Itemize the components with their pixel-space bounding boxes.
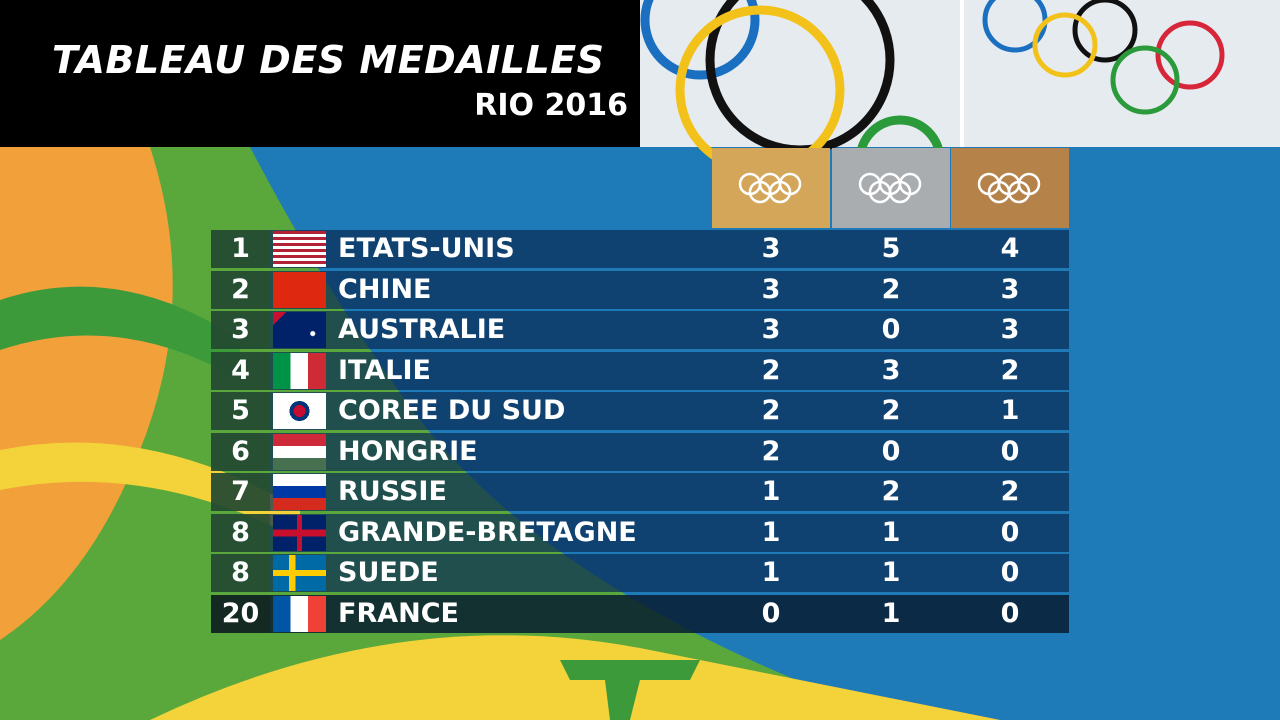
bronze-count: 1 xyxy=(1000,395,1020,426)
flag xyxy=(273,514,326,551)
table-row: 7 RUSSIE 1 2 2 xyxy=(211,473,1069,511)
rings-icon xyxy=(977,172,1041,204)
table-row: 4 ITALIE 2 3 2 xyxy=(211,351,1069,390)
table-row: 3 AUSTRALIE 3 0 3 xyxy=(211,311,1069,349)
bronze-count: 4 xyxy=(1000,233,1020,264)
bronze-count: 2 xyxy=(1000,476,1020,507)
country: GRANDE-BRETAGNE xyxy=(338,516,637,548)
table-row: 1 ETATS-UNIS 3 5 4 xyxy=(211,230,1069,268)
table-row: 20 FRANCE 0 1 0 xyxy=(211,594,1069,633)
rank-cell-bg xyxy=(211,594,270,633)
gold-count: 2 xyxy=(761,354,781,386)
rank: 7 xyxy=(231,476,250,507)
bronze-count: 0 xyxy=(1000,557,1020,588)
table-row: 5 COREE DU SUD 2 2 1 xyxy=(211,392,1069,430)
gold-count: 3 xyxy=(761,273,781,305)
flag xyxy=(273,312,326,348)
silver-count: 2 xyxy=(881,273,901,305)
table-row: 8 GRANDE-BRETAGNE 1 1 0 xyxy=(211,513,1069,552)
rank-cell-bg xyxy=(211,432,270,471)
rank: 3 xyxy=(231,314,250,345)
rank: 1 xyxy=(231,233,250,264)
gold-count: 3 xyxy=(761,233,781,264)
rings-icon xyxy=(858,172,922,204)
rank: 20 xyxy=(221,597,260,629)
bronze-count: 0 xyxy=(1000,597,1020,629)
silver-count: 0 xyxy=(881,435,901,467)
rank: 6 xyxy=(231,435,250,467)
rank: 8 xyxy=(231,516,250,548)
header: TABLEAU DES MEDAILLES RIO 2016 xyxy=(0,0,640,147)
table-row: 2 CHINE 3 2 3 xyxy=(211,270,1069,309)
country: AUSTRALIE xyxy=(338,314,506,345)
bronze-count: 0 xyxy=(1000,516,1020,548)
country: CHINE xyxy=(338,273,432,305)
gold-count: 0 xyxy=(761,597,781,629)
flag xyxy=(273,595,326,632)
rings-icon xyxy=(738,172,802,204)
silver-count: 2 xyxy=(881,476,901,507)
gold-count: 2 xyxy=(761,395,781,426)
gold-count: 3 xyxy=(761,314,781,345)
rank-cell-bg xyxy=(211,351,270,390)
rank-cell-bg xyxy=(211,554,270,592)
gold-header xyxy=(712,148,830,228)
silver-header xyxy=(832,148,950,228)
bronze-count: 3 xyxy=(1000,273,1020,305)
gold-count: 1 xyxy=(761,557,781,588)
gold-count: 1 xyxy=(761,476,781,507)
country: SUEDE xyxy=(338,557,439,588)
rank: 8 xyxy=(231,557,250,588)
country: HONGRIE xyxy=(338,435,478,467)
flag xyxy=(273,271,326,308)
rank-cell-bg xyxy=(211,311,270,349)
flag xyxy=(273,433,326,470)
rank: 5 xyxy=(231,395,250,426)
silver-count: 5 xyxy=(881,233,901,264)
silver-count: 1 xyxy=(881,557,901,588)
gold-count: 1 xyxy=(761,516,781,548)
bronze-header xyxy=(951,148,1069,228)
silver-count: 1 xyxy=(881,516,901,548)
table-row: 6 HONGRIE 2 0 0 xyxy=(211,432,1069,471)
bronze-count: 3 xyxy=(1000,314,1020,345)
country: ITALIE xyxy=(338,354,431,386)
rank-cell-bg xyxy=(211,270,270,309)
gold-count: 2 xyxy=(761,435,781,467)
bronze-count: 0 xyxy=(1000,435,1020,467)
silver-count: 1 xyxy=(881,597,901,629)
rank-cell-bg xyxy=(211,230,270,268)
country: RUSSIE xyxy=(338,476,447,507)
flag xyxy=(273,231,326,267)
rank-cell-bg xyxy=(211,513,270,552)
silver-count: 3 xyxy=(881,354,901,386)
rank-cell-bg xyxy=(211,392,270,430)
rank-cell-bg xyxy=(211,473,270,511)
country: ETATS-UNIS xyxy=(338,233,515,264)
silver-count: 2 xyxy=(881,395,901,426)
flag xyxy=(273,352,326,389)
table-row: 8 SUEDE 1 1 0 xyxy=(211,554,1069,592)
rank: 2 xyxy=(231,273,250,305)
flag xyxy=(273,393,326,429)
title: TABLEAU DES MEDAILLES xyxy=(52,38,605,82)
bronze-count: 2 xyxy=(1000,354,1020,386)
country: FRANCE xyxy=(338,597,459,629)
rank: 4 xyxy=(231,354,250,386)
silver-count: 0 xyxy=(881,314,901,345)
country: COREE DU SUD xyxy=(338,395,566,426)
flag xyxy=(273,474,326,510)
subtitle: RIO 2016 xyxy=(474,88,628,123)
flag xyxy=(273,555,326,591)
